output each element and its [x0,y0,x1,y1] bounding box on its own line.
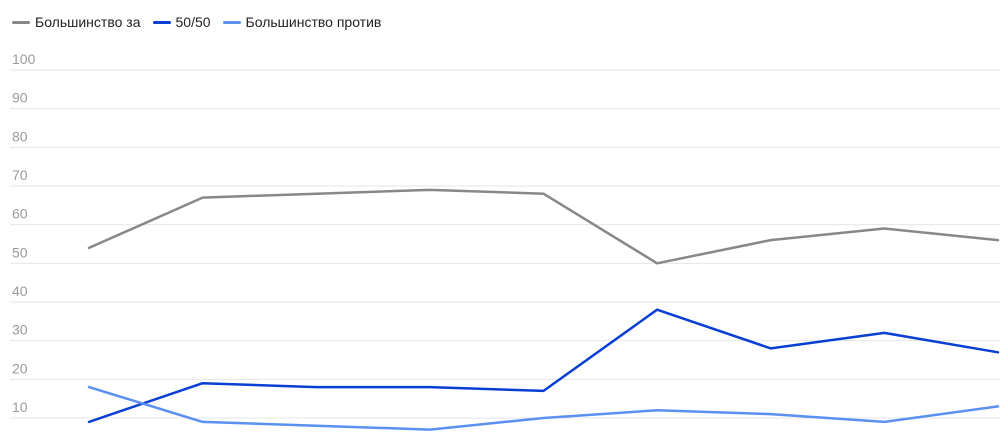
series-line-fifty-fifty[interactable] [87,308,1000,424]
legend-swatch-majority-against [222,20,241,24]
y-tick-label: 20 [12,360,28,376]
data-point-majority-for[interactable] [312,190,320,198]
legend-item-fifty-fifty[interactable]: 50/50 [152,14,211,30]
data-point-majority-for[interactable] [994,236,1000,244]
data-point-majority-for[interactable] [199,194,207,202]
data-point-fifty-fifty[interactable] [653,306,661,314]
data-point-majority-against[interactable] [85,383,93,391]
data-point-majority-against[interactable] [767,410,775,418]
data-point-fifty-fifty[interactable] [199,379,207,387]
data-point-fifty-fifty[interactable] [994,348,1000,356]
data-point-majority-for[interactable] [85,244,93,252]
series-lines [85,186,1000,434]
data-point-majority-for[interactable] [880,225,888,233]
data-point-majority-against[interactable] [199,418,207,426]
data-point-majority-for[interactable] [426,186,434,194]
y-tick-label: 50 [12,244,28,260]
data-point-fifty-fifty[interactable] [540,387,548,395]
legend-label-fifty-fifty: 50/50 [175,14,211,30]
y-tick-label: 70 [12,167,28,183]
data-point-majority-against[interactable] [880,418,888,426]
y-tick-label: 40 [12,283,28,299]
series-line-majority-for[interactable] [87,188,1000,265]
legend-item-majority-against[interactable]: Большинство против [222,14,382,30]
data-point-majority-against[interactable] [312,422,320,430]
data-point-majority-against[interactable] [426,426,434,434]
y-tick-label: 60 [12,206,28,222]
data-point-majority-for[interactable] [540,190,548,198]
gridlines [10,69,1000,419]
data-point-fifty-fifty[interactable] [85,418,93,426]
y-tick-label: 90 [12,90,28,106]
legend-label-majority-against: Большинство против [245,14,382,30]
data-point-fifty-fifty[interactable] [880,329,888,337]
data-point-majority-for[interactable] [653,259,661,267]
series-line-majority-against[interactable] [87,385,1000,431]
y-tick-label: 10 [12,399,28,415]
data-point-majority-against[interactable] [653,406,661,414]
data-point-majority-against[interactable] [994,402,1000,410]
y-tick-label: 80 [12,128,28,144]
data-point-majority-for[interactable] [767,236,775,244]
y-tick-label: 100 [12,51,36,67]
y-tick-label: 30 [12,322,28,338]
legend-swatch-majority-for [12,20,30,24]
legend-swatch-fifty-fifty [152,20,171,24]
legend-label-majority-for: Большинство за [35,14,141,30]
y-axis-ticks: 10 20 30 40 50 60 70 80 90 100 [12,51,36,415]
data-point-fifty-fifty[interactable] [312,383,320,391]
data-point-fifty-fifty[interactable] [767,344,775,352]
data-point-majority-against[interactable] [540,414,548,422]
legend-item-majority-for[interactable]: Большинство за [12,14,141,30]
chart-legend: Большинство за 50/50 Большинство против [12,14,381,30]
data-point-fifty-fifty[interactable] [426,383,434,391]
